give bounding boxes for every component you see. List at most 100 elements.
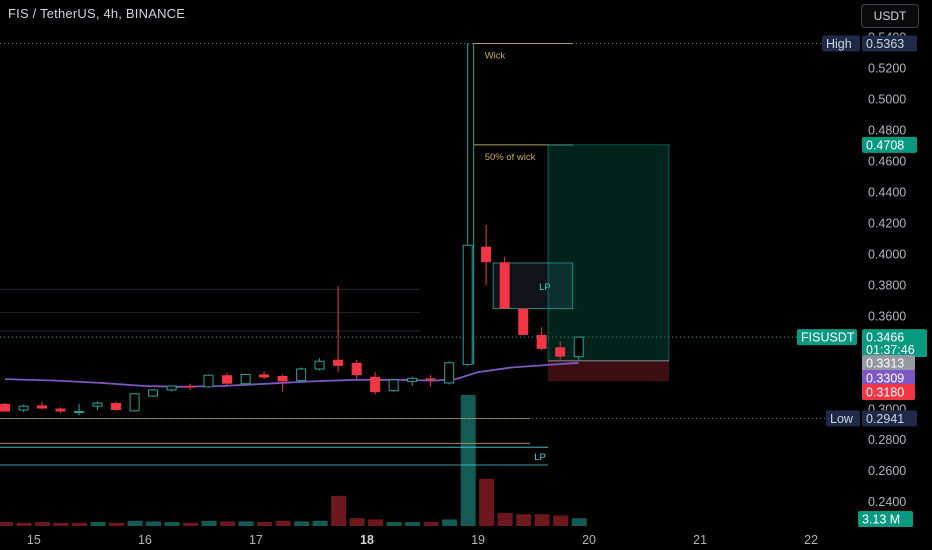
high-tag-bg: [822, 35, 860, 52]
volume-bar: [238, 521, 254, 526]
price-tick-label: 0.4800: [868, 124, 906, 138]
time-tick-label: 15: [27, 533, 41, 547]
symbol-tag-bg: [797, 329, 857, 346]
drawing-tools: Wick 50% of wick LP LP: [0, 42, 855, 466]
volume-bar: [90, 522, 106, 526]
volume-bar: [164, 522, 180, 526]
time-tick-label: 21: [693, 533, 707, 547]
high-value-text: 0.5363: [866, 37, 904, 51]
volume-value: 3.13 M: [858, 511, 913, 527]
candle: [444, 361, 455, 385]
price-tick-label: 0.5200: [868, 62, 906, 76]
volume-bar: [127, 520, 143, 526]
candle-body: [573, 336, 584, 358]
candle: [425, 375, 436, 387]
volume-bar: [183, 522, 199, 526]
price-tick-label: 0.4200: [868, 216, 906, 230]
target-value-bg: [862, 136, 917, 153]
time-axis: 15 16 17 18 19 20 21 22: [27, 533, 818, 547]
lower-lp-label: LP: [534, 452, 546, 463]
candle: [481, 225, 492, 286]
symbol-tag-text: FISUSDT: [801, 331, 855, 345]
candle: [536, 327, 547, 351]
currency-button[interactable]: USDT: [861, 4, 919, 28]
volume-bar: [331, 495, 347, 526]
ma-value: 0.3309: [862, 370, 915, 386]
moving-average-line: [4, 361, 579, 388]
candle: [74, 403, 85, 416]
candle-body: [55, 408, 66, 412]
moving-average: [4, 361, 579, 388]
price-tick-label: 0.3800: [868, 278, 906, 292]
candles: [0, 43, 584, 416]
candle: [129, 393, 140, 412]
volume-bar: [479, 478, 495, 526]
volume-bar: [405, 522, 421, 526]
candle-body: [259, 374, 270, 378]
symbol-tag: FISUSDT: [797, 329, 857, 346]
candle: [92, 401, 103, 411]
candle: [351, 359, 362, 379]
time-tick-label: 18: [360, 533, 374, 547]
volume-bar: [294, 521, 310, 526]
volume-bars: [0, 395, 587, 526]
high-value-bg: [862, 35, 917, 52]
volume-bar: [34, 522, 50, 526]
countdown-text: 01:37:46: [866, 343, 915, 357]
volume-bar: [386, 522, 402, 526]
wick-label: Wick: [485, 50, 506, 61]
candle: [203, 374, 214, 388]
candle: [573, 336, 584, 360]
half-wick-label: 50% of wick: [485, 152, 536, 163]
candle-body: [296, 368, 307, 382]
candle: [462, 43, 473, 366]
volume-bar: [534, 514, 550, 526]
upper-lp-label: LP: [539, 282, 551, 293]
stop-value-bg: [862, 384, 915, 400]
volume-bar: [53, 522, 69, 526]
candle-body: [148, 389, 159, 397]
candle-body: [314, 360, 325, 370]
volume-bar: [201, 520, 217, 526]
time-tick-label: 16: [138, 533, 152, 547]
candle-body: [74, 411, 85, 414]
candle-body: [18, 405, 29, 411]
candle-body: [388, 379, 399, 392]
position-loss-zone: [548, 360, 669, 382]
candle: [370, 372, 381, 395]
candle: [166, 385, 177, 392]
price-tick-label: 0.2800: [868, 433, 906, 447]
high-value: 0.5363: [862, 35, 917, 52]
low-value-text: 0.2941: [866, 412, 904, 426]
volume-value-text: 3.13 M: [862, 513, 900, 527]
candle: [333, 286, 344, 373]
low-value: 0.2941: [862, 410, 917, 427]
candle: [148, 389, 159, 397]
time-tick-label: 19: [471, 533, 485, 547]
candle-body: [0, 403, 10, 412]
entry-value-bg: [862, 355, 915, 371]
volume-bar: [16, 522, 32, 526]
candle: [240, 373, 251, 386]
candle-body: [240, 373, 251, 385]
target-value-text: 0.4708: [866, 138, 904, 152]
volume-bar: [0, 522, 13, 526]
ma-value-text: 0.3309: [866, 372, 904, 386]
candle-body: [444, 362, 455, 384]
last-price-bg: [862, 329, 927, 358]
candle-body: [370, 376, 381, 393]
candle-body: [518, 308, 529, 335]
candle-body: [425, 378, 436, 380]
price-tick-label: 0.5000: [868, 93, 906, 107]
candle: [499, 256, 510, 309]
price-tick-label: 0.4400: [868, 186, 906, 200]
candle-body: [333, 359, 344, 366]
candle: [277, 374, 288, 392]
candle: [222, 372, 233, 386]
entry-value-text: 0.3313: [866, 357, 904, 371]
low-tag-text: Low: [830, 412, 854, 426]
candle-body: [407, 377, 418, 382]
candle: [18, 404, 29, 413]
